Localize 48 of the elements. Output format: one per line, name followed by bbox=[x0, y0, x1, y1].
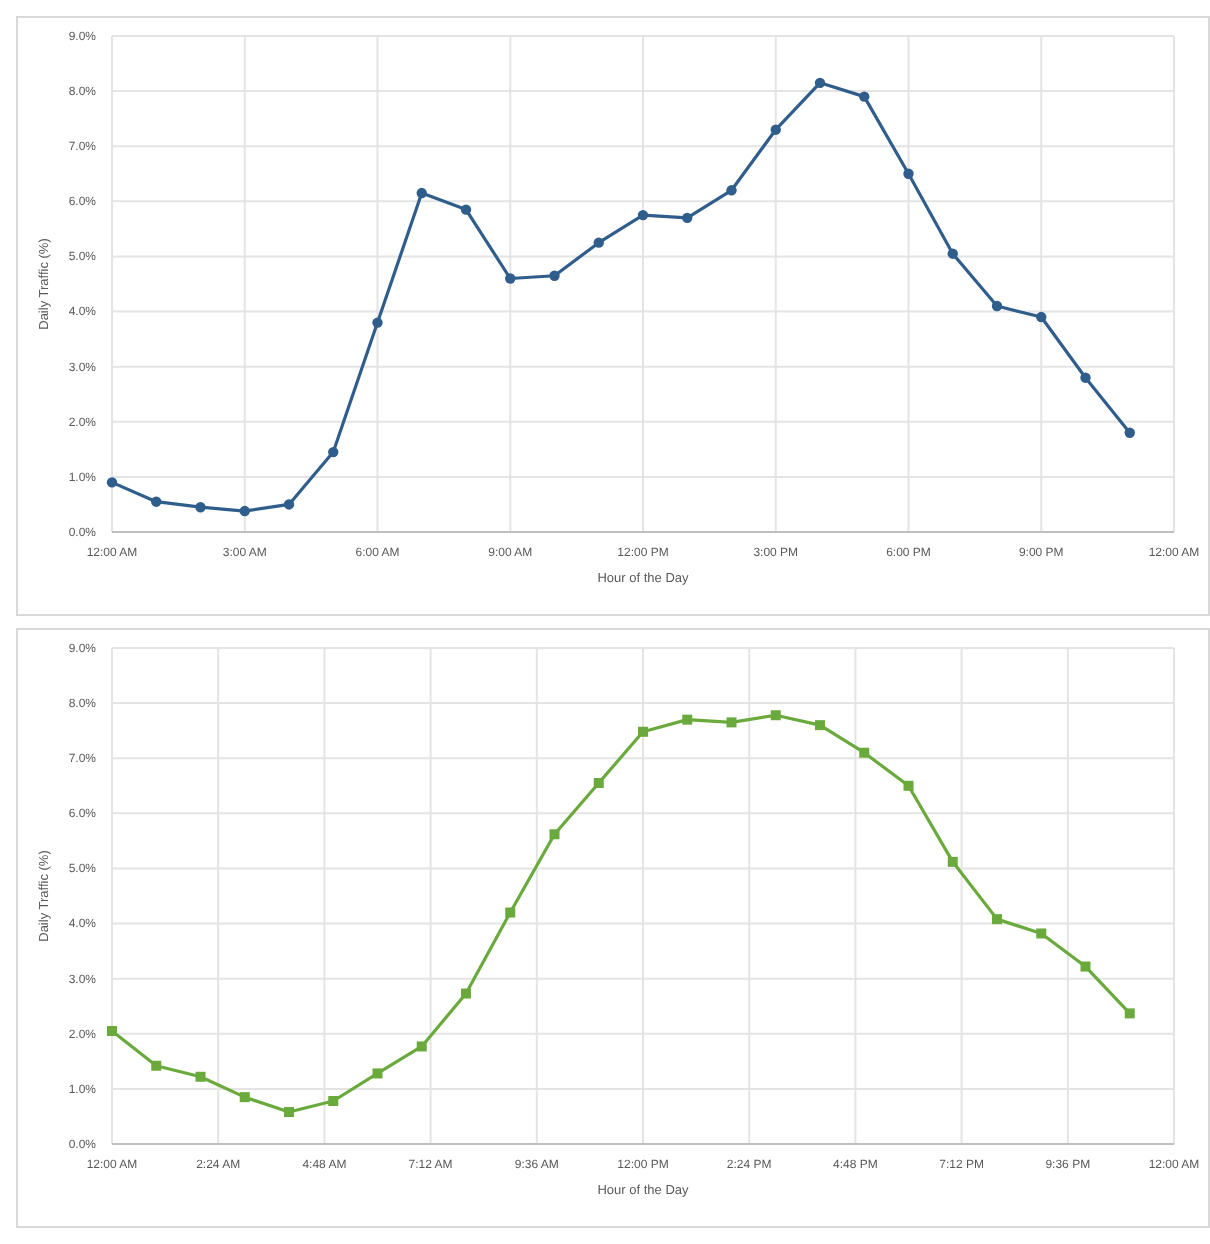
point bbox=[151, 496, 162, 507]
point bbox=[416, 1041, 427, 1052]
point bbox=[1124, 427, 1135, 438]
point bbox=[947, 856, 958, 867]
point bbox=[372, 1068, 383, 1079]
point bbox=[505, 907, 516, 918]
point bbox=[593, 778, 604, 789]
point bbox=[947, 248, 958, 259]
point bbox=[815, 720, 825, 731]
point bbox=[1036, 311, 1047, 323]
point bbox=[106, 477, 118, 488]
point bbox=[328, 1096, 339, 1107]
point bbox=[593, 237, 604, 248]
point bbox=[284, 1107, 294, 1118]
point bbox=[107, 1026, 117, 1037]
point bbox=[638, 726, 648, 737]
point bbox=[682, 212, 693, 224]
point bbox=[726, 717, 737, 728]
point bbox=[549, 829, 560, 840]
point bbox=[903, 780, 914, 791]
point bbox=[682, 714, 693, 725]
point bbox=[859, 747, 870, 758]
point bbox=[1080, 961, 1091, 972]
point bbox=[549, 270, 560, 281]
point bbox=[416, 187, 427, 199]
point bbox=[328, 446, 339, 458]
point bbox=[814, 77, 826, 89]
point bbox=[461, 988, 471, 999]
point bbox=[195, 1071, 206, 1082]
point bbox=[903, 168, 914, 179]
point bbox=[151, 1060, 162, 1071]
point bbox=[1080, 372, 1091, 383]
point bbox=[992, 914, 1002, 925]
point bbox=[283, 499, 295, 510]
point bbox=[1036, 928, 1047, 939]
point bbox=[372, 317, 383, 328]
point bbox=[726, 185, 737, 196]
point bbox=[239, 505, 250, 517]
point bbox=[859, 91, 870, 102]
point bbox=[637, 209, 649, 221]
point bbox=[991, 300, 1003, 312]
point bbox=[1124, 1008, 1135, 1019]
point bbox=[770, 710, 781, 721]
point bbox=[460, 204, 472, 215]
point bbox=[239, 1092, 250, 1103]
point bbox=[770, 124, 781, 135]
point bbox=[505, 273, 516, 284]
point bbox=[195, 502, 206, 513]
